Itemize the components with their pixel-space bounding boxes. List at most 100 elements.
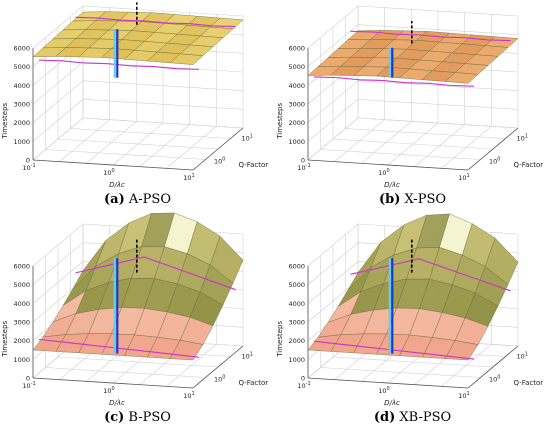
z-tick-label: 1000: [13, 138, 30, 146]
y-tick-label: 101: [242, 133, 253, 142]
z-tick-label: 1000: [288, 138, 305, 146]
caption-a: (a) A-PSO: [0, 192, 275, 207]
grid-line: [320, 149, 481, 160]
panel-b-pso: 0100020003000400050006000Timesteps10-110…: [1, 212, 268, 407]
caption-d: (d) XB-PSO: [275, 410, 550, 425]
magenta-line: [75, 256, 236, 291]
x-tick-label: 101: [458, 391, 469, 400]
grid-line: [345, 128, 506, 139]
grid-line: [357, 117, 519, 129]
z-tick-label: 3000: [13, 319, 30, 327]
magenta-line: [313, 76, 475, 87]
y-tick-exponent: 1: [250, 351, 253, 357]
grid-line: [307, 80, 519, 123]
z-axis-label: Timesteps: [276, 320, 284, 357]
x-tick-exponent: -1: [31, 381, 36, 387]
y-tick-label: 101: [242, 351, 253, 360]
z-axis-label: Timesteps: [1, 102, 9, 139]
x-tick-exponent: 0: [112, 386, 115, 392]
caption-b: (b) X-PSO: [275, 192, 550, 207]
surface-patch: [444, 340, 479, 361]
y-axis-line: [192, 127, 244, 171]
grid-line: [57, 138, 219, 150]
z-tick-label: 1000: [13, 356, 30, 364]
z-tick-label: 0: [26, 375, 30, 383]
y-axis-line: [467, 127, 519, 171]
panel-a-pso: 0100020003000400050006000Timesteps10-110…: [1, 2, 268, 189]
caption-a-letter: (a): [104, 192, 125, 207]
x-tick-label: 101: [458, 173, 469, 182]
y-tick-label: 101: [517, 133, 528, 142]
grid-line: [82, 117, 244, 129]
z-tick-label: 0: [301, 157, 305, 165]
x-tick-label: 10-1: [297, 381, 310, 390]
x-tick-exponent: 1: [192, 173, 195, 179]
x-tick-label: 100: [378, 386, 389, 395]
y-tick-exponent: 0: [222, 156, 225, 162]
y-tick-exponent: 1: [250, 133, 253, 139]
x-axis-line: [32, 159, 194, 171]
z-tick-label: 2000: [288, 337, 305, 345]
x-tick-exponent: 1: [192, 391, 195, 397]
x-axis-line: [307, 159, 469, 171]
x-tick-label: 101: [183, 391, 194, 400]
z-tick-label: 3000: [288, 101, 305, 109]
caption-d-letter: (d): [373, 410, 396, 425]
surface-patch: [444, 72, 479, 84]
grid-line: [57, 356, 219, 368]
x-axis-label: D/λc: [109, 181, 125, 189]
x-tick-label: 10-1: [22, 163, 35, 172]
z-tick-label: 0: [301, 375, 305, 383]
caption-c-name: B-PSO: [128, 410, 171, 425]
x-tick-exponent: 1: [467, 391, 470, 397]
y-axis-line: [192, 345, 244, 389]
x-axis-line: [307, 377, 469, 389]
y-axis-label: Q-Factor: [514, 161, 544, 169]
x-tick-exponent: -1: [306, 381, 311, 387]
x-axis-label: D/λc: [384, 399, 400, 407]
z-tick-label: 3000: [13, 101, 30, 109]
x-tick-exponent: 0: [112, 168, 115, 174]
y-tick-label: 100: [214, 374, 225, 383]
grid-line: [32, 80, 244, 123]
x-tick-label: 100: [378, 168, 389, 177]
grid-line: [332, 356, 494, 368]
z-tick-label: 3000: [288, 319, 305, 327]
caption-d-name: XB-PSO: [399, 410, 452, 425]
z-tick-label: 5000: [13, 63, 30, 71]
x-axis-label: D/λc: [384, 181, 400, 189]
z-tick-label: 6000: [288, 263, 305, 271]
z-axis-label: Timesteps: [276, 102, 284, 139]
x-tick-exponent: 1: [467, 173, 470, 179]
y-tick-exponent: 0: [497, 374, 500, 380]
z-tick-label: 1000: [288, 356, 305, 364]
z-tick-label: 0: [26, 157, 30, 165]
y-tick-exponent: 1: [525, 133, 528, 139]
caption-c: (c) B-PSO: [0, 410, 275, 425]
z-tick-label: 2000: [13, 119, 30, 127]
y-axis-label: Q-Factor: [239, 161, 269, 169]
magenta-line: [38, 59, 200, 70]
y-axis-line: [467, 345, 519, 389]
x-axis-line: [32, 377, 194, 389]
grid-line: [320, 367, 481, 378]
x-tick-label: 10-1: [297, 163, 310, 172]
z-tick-label: 6000: [288, 45, 305, 53]
x-tick-exponent: -1: [306, 163, 311, 169]
grid-line: [32, 61, 244, 105]
y-tick-label: 100: [214, 156, 225, 165]
caption-b-name: X-PSO: [404, 192, 447, 207]
z-tick-label: 5000: [288, 281, 305, 289]
y-tick-label: 100: [489, 156, 500, 165]
z-tick-label: 4000: [288, 82, 305, 90]
panel-x-pso: 0100020003000400050006000Timesteps10-110…: [276, 5, 544, 189]
surface-patch: [169, 53, 204, 65]
magenta-line: [38, 338, 200, 358]
grid-line: [307, 117, 519, 161]
x-tick-exponent: 0: [387, 168, 390, 174]
z-axis-label: Timesteps: [1, 320, 9, 357]
caption-b-letter: (b): [378, 192, 401, 207]
grid-line: [45, 149, 206, 160]
grid-line: [45, 367, 206, 378]
